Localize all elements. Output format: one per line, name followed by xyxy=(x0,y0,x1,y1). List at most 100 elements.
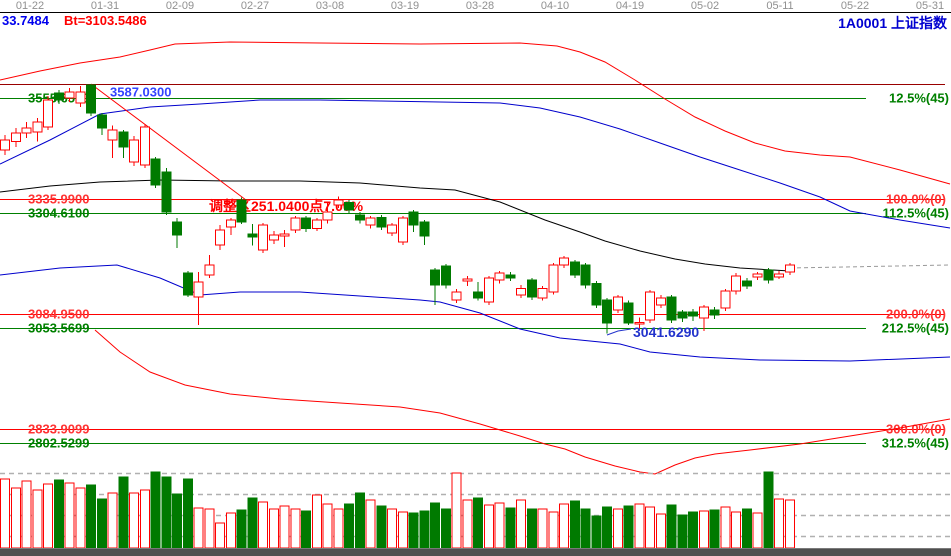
candle-body xyxy=(236,199,247,223)
candle-body xyxy=(709,309,720,316)
candle-body xyxy=(741,280,752,287)
candle-body xyxy=(408,211,419,226)
candle-body xyxy=(516,287,526,296)
volume-bar xyxy=(204,508,215,549)
date-label: 02-27 xyxy=(241,0,269,12)
measure-tool: 调整区251.0400点7.00% xyxy=(90,83,364,214)
volume-bar xyxy=(129,492,139,549)
candle-body xyxy=(376,216,387,228)
candle-body xyxy=(204,264,215,276)
candle-body xyxy=(720,290,731,309)
candle-body xyxy=(784,264,795,273)
upper-blue-band xyxy=(0,99,951,229)
volume-bar xyxy=(258,501,268,549)
volume-bar xyxy=(580,508,591,549)
candle-body xyxy=(215,229,225,246)
volume-bar xyxy=(451,472,462,549)
candle-body xyxy=(21,127,32,134)
volume-bar xyxy=(279,505,290,549)
percent-level-label: 200.0%(0) xyxy=(886,307,946,322)
candle-body xyxy=(32,121,43,133)
candle-body xyxy=(537,287,548,299)
candle-body xyxy=(602,299,612,324)
percent-level-label: 112.5%(45) xyxy=(883,206,950,221)
candle-body xyxy=(172,221,182,236)
candle-body xyxy=(387,224,397,234)
volume-bars xyxy=(0,471,795,549)
volume-bar xyxy=(193,507,204,549)
volume-bar xyxy=(311,494,322,549)
candle-body xyxy=(118,131,129,148)
candle-body xyxy=(258,224,268,251)
volume-bar xyxy=(623,505,634,549)
price-level-label: 3053.5699 xyxy=(28,321,89,336)
volume-bar xyxy=(774,498,784,549)
candle-body xyxy=(591,282,602,306)
volume-bar xyxy=(526,508,537,549)
indicator-value-red: Bt=3103.5486 xyxy=(64,13,147,28)
date-axis: 01-22 01-31 02-09 02-27 03-08 03-19 03-28 04-10… xyxy=(16,0,944,12)
indicator-value-blue: 33.7484 xyxy=(2,13,50,28)
volume-bar xyxy=(494,502,505,549)
candle-body xyxy=(182,272,193,296)
volume-bar xyxy=(247,497,258,549)
candle-body xyxy=(86,84,96,114)
volume-bar xyxy=(419,510,430,549)
candle-body xyxy=(365,217,376,226)
candle-body xyxy=(731,275,741,292)
candle-body xyxy=(612,296,623,311)
date-label: 04-19 xyxy=(616,0,644,12)
volume-bar xyxy=(408,512,419,549)
volume-bar xyxy=(333,508,344,549)
volume-bar xyxy=(96,498,107,549)
candle-body xyxy=(451,291,462,301)
candle-body xyxy=(161,171,172,213)
date-label: 05-02 xyxy=(691,0,719,12)
candle-body xyxy=(354,214,365,221)
date-label: 05-11 xyxy=(766,0,793,12)
date-label: 01-31 xyxy=(91,0,119,12)
candle-body xyxy=(247,233,258,238)
volume-bar xyxy=(548,511,559,549)
volume-bar xyxy=(75,487,86,549)
volume-bar xyxy=(473,497,483,549)
volume-bar xyxy=(634,503,645,549)
candle-body xyxy=(107,129,118,141)
candle-body xyxy=(569,261,580,276)
lower-red-band xyxy=(94,329,951,475)
candle-body xyxy=(225,219,236,228)
measure-trend-line[interactable] xyxy=(90,83,247,201)
candle-body xyxy=(430,269,440,286)
volume-bar xyxy=(666,504,677,549)
date-label: 02-09 xyxy=(166,0,194,12)
candle-body xyxy=(494,272,505,281)
candle-body xyxy=(440,265,451,286)
candle-body xyxy=(505,274,516,279)
envelope-bands xyxy=(0,41,951,475)
volume-bar xyxy=(430,502,440,549)
candle-body xyxy=(279,233,290,237)
volume-bar xyxy=(21,480,32,549)
horizontal-scrollbar[interactable] xyxy=(0,549,951,556)
candle-body xyxy=(774,273,784,278)
percent-level-label: 12.5%(45) xyxy=(889,91,949,106)
volume-bar xyxy=(483,504,494,549)
candle-body xyxy=(75,91,86,104)
percent-level-label: 212.5%(45) xyxy=(882,321,949,336)
volume-bar xyxy=(505,507,516,549)
candle-body xyxy=(677,311,688,319)
percent-level-label: 300.0%(0) xyxy=(886,422,946,437)
candle-body xyxy=(290,217,301,231)
volume-bar xyxy=(225,512,236,549)
volume-bar xyxy=(301,510,311,549)
volume-bar xyxy=(387,508,397,549)
percent-level-label: 312.5%(45) xyxy=(882,436,949,451)
candle-body xyxy=(10,132,21,143)
volume-bar xyxy=(688,511,698,549)
price-level-label: 3304.6100 xyxy=(28,206,89,221)
volume-bar xyxy=(645,506,655,549)
candle-body xyxy=(688,311,698,317)
volume-bar xyxy=(612,508,623,549)
